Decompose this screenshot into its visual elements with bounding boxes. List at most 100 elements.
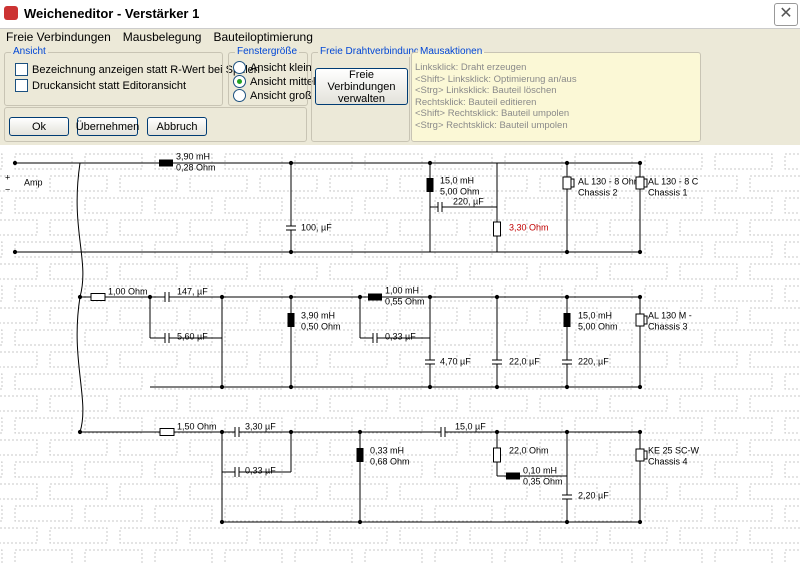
mouse-actions: Linksklick: Draht erzeugen <Shift> Linksk… bbox=[415, 62, 577, 131]
node bbox=[637, 294, 643, 300]
grid-cell bbox=[609, 263, 668, 280]
grid-cell bbox=[714, 285, 773, 302]
grid-cell bbox=[714, 505, 773, 522]
grid-cell bbox=[784, 241, 800, 258]
grid-cell bbox=[0, 153, 3, 170]
speaker bbox=[635, 448, 645, 462]
node bbox=[357, 519, 363, 525]
radio[interactable]: Ansicht klein bbox=[233, 61, 312, 74]
radio[interactable]: Ansicht groß bbox=[233, 89, 312, 102]
grid-cell bbox=[609, 219, 668, 236]
grid-cell bbox=[609, 175, 668, 192]
grid-cell bbox=[14, 329, 73, 346]
grid-cell bbox=[259, 527, 318, 544]
app-icon bbox=[4, 6, 18, 20]
grid-cell bbox=[14, 417, 73, 434]
grid-cell bbox=[399, 439, 458, 456]
grid-cell bbox=[679, 351, 738, 368]
grid-cell bbox=[749, 175, 800, 192]
grid-cell bbox=[294, 197, 353, 214]
grid-cell bbox=[294, 329, 353, 346]
node bbox=[564, 160, 570, 166]
grid-cell bbox=[189, 263, 248, 280]
grid-cell bbox=[154, 285, 213, 302]
checkbox[interactable]: Druckansicht statt Editoransicht bbox=[15, 79, 186, 92]
grid-cell bbox=[574, 461, 633, 478]
node bbox=[494, 384, 500, 390]
mouse-action: Linksklick: Draht erzeugen bbox=[415, 62, 527, 73]
mouse-action: <Shift> Linksklick: Optimierung an/aus bbox=[415, 73, 577, 85]
speaker-box bbox=[643, 315, 648, 325]
menu-item[interactable]: Bauteiloptimierung bbox=[213, 30, 313, 44]
node bbox=[494, 294, 500, 300]
grid-cell bbox=[84, 329, 143, 346]
component-label: AL 130 - 8 Ohm bbox=[578, 176, 641, 186]
capacitor-gap bbox=[438, 202, 442, 212]
grid-cell bbox=[574, 241, 633, 258]
grid-cell bbox=[434, 153, 493, 170]
ok-button[interactable]: Ok bbox=[9, 117, 69, 136]
menu-item[interactable]: Mausbelegung bbox=[122, 30, 202, 44]
grid-cell bbox=[504, 241, 563, 258]
grid-cell bbox=[294, 505, 353, 522]
speaker-box bbox=[643, 450, 648, 460]
radio[interactable]: Ansicht mittel bbox=[233, 75, 315, 88]
node bbox=[357, 429, 363, 435]
capacitor-gap bbox=[235, 467, 239, 477]
grid-cell bbox=[224, 505, 283, 522]
grid-cell bbox=[224, 373, 283, 390]
grid-cell bbox=[434, 285, 493, 302]
cancel-button[interactable]: Abbruch bbox=[147, 117, 207, 136]
grid-cell bbox=[784, 285, 800, 302]
grid-cell bbox=[644, 417, 703, 434]
grid-cell bbox=[539, 395, 598, 412]
grid-cell bbox=[189, 175, 248, 192]
grid-cell bbox=[399, 527, 458, 544]
grid-cell bbox=[399, 351, 458, 368]
node bbox=[288, 249, 294, 255]
mouse-action: <Shift> Rechtsklick: Bauteil umpolen bbox=[415, 108, 570, 119]
node bbox=[219, 384, 225, 390]
checkbox[interactable]: Bezeichnung anzeigen statt R-Wert bei Sp… bbox=[15, 63, 260, 76]
grid-cell bbox=[189, 395, 248, 412]
fenstergroesse-group: Fenstergröße Ansicht klein Ansicht mittel… bbox=[228, 46, 315, 106]
capacitor-gap bbox=[562, 360, 572, 364]
grid-cell bbox=[119, 439, 178, 456]
component-label: 220, µF bbox=[578, 356, 609, 366]
node bbox=[564, 294, 570, 300]
grid-cell bbox=[0, 417, 3, 434]
grid-cell bbox=[364, 197, 423, 214]
grid-cell bbox=[294, 373, 353, 390]
group-title: Freie Drahtverbindungen bbox=[318, 46, 433, 57]
resistor bbox=[90, 293, 106, 301]
grid-cell bbox=[119, 219, 178, 236]
apply-button[interactable]: Übernehmen bbox=[76, 117, 139, 136]
grid-cell bbox=[469, 527, 528, 544]
grid-cell bbox=[539, 527, 598, 544]
grid-cell bbox=[0, 307, 38, 324]
menu-item[interactable]: Freie Verbindungen bbox=[6, 30, 111, 44]
grid-cell bbox=[679, 483, 738, 500]
grid-cell bbox=[364, 549, 423, 564]
grid-cell bbox=[329, 219, 388, 236]
grid-cell bbox=[154, 417, 213, 434]
grid-cell bbox=[49, 219, 108, 236]
grid-cell bbox=[224, 153, 283, 170]
checkbox-label: Bezeichnung anzeigen statt R-Wert bei Sp… bbox=[32, 63, 260, 76]
close-button[interactable]: ✕ bbox=[774, 3, 798, 26]
grid-cell bbox=[0, 263, 38, 280]
grid-cell bbox=[49, 527, 108, 544]
component-label: 22,0 µF bbox=[509, 356, 540, 366]
grid-cell bbox=[14, 241, 73, 258]
manage-wires-button[interactable]: Freie Verbindungen verwalten bbox=[315, 68, 408, 105]
node bbox=[219, 519, 225, 525]
grid-cell bbox=[399, 307, 458, 324]
grid-cell bbox=[154, 153, 213, 170]
grid-cell bbox=[154, 373, 213, 390]
checkbox-label: Druckansicht statt Editoransicht bbox=[32, 79, 187, 92]
grid-cell bbox=[364, 285, 423, 302]
grid-cell bbox=[749, 307, 800, 324]
grid-cell bbox=[749, 439, 800, 456]
grid-cell bbox=[189, 483, 248, 500]
